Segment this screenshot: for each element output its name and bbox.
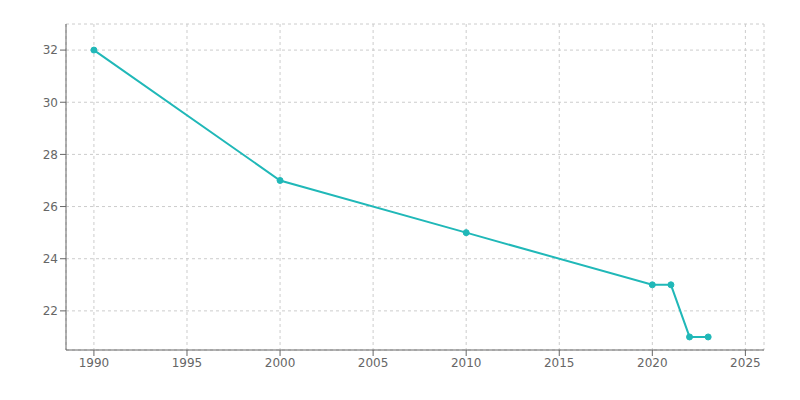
- svg-text:26: 26: [43, 200, 58, 214]
- svg-text:1995: 1995: [172, 356, 203, 370]
- svg-text:2010: 2010: [451, 356, 482, 370]
- svg-text:28: 28: [43, 148, 58, 162]
- svg-text:32: 32: [43, 43, 58, 57]
- svg-text:24: 24: [43, 252, 58, 266]
- svg-text:1990: 1990: [79, 356, 110, 370]
- svg-text:2020: 2020: [637, 356, 668, 370]
- svg-text:2000: 2000: [265, 356, 296, 370]
- svg-text:2005: 2005: [358, 356, 389, 370]
- svg-text:2015: 2015: [544, 356, 575, 370]
- svg-text:30: 30: [43, 96, 58, 110]
- svg-text:22: 22: [43, 304, 58, 318]
- svg-text:2025: 2025: [730, 356, 761, 370]
